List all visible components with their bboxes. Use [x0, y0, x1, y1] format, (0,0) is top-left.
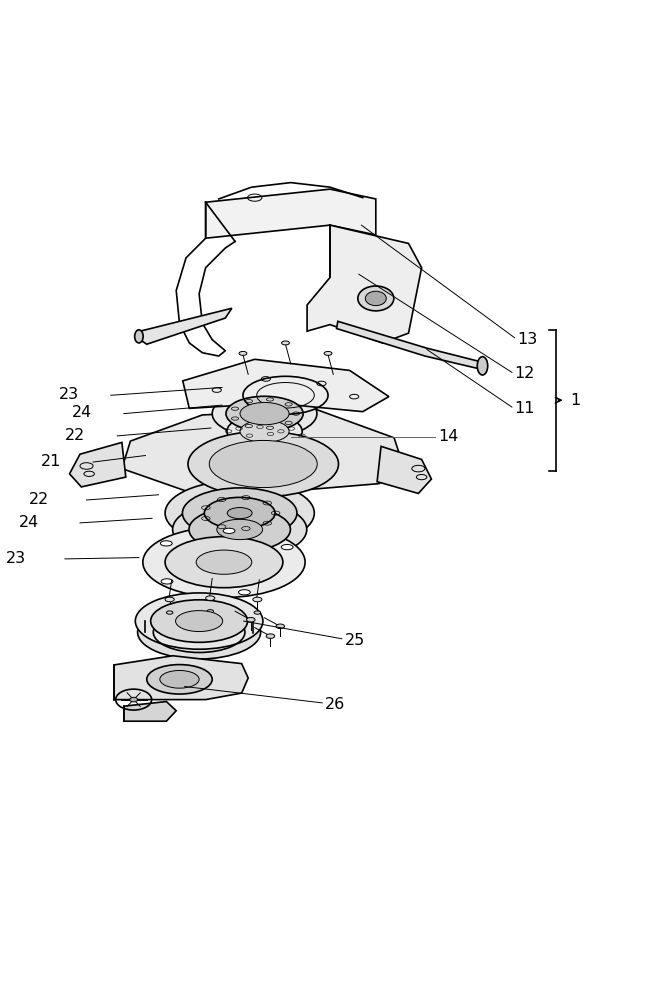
- Ellipse shape: [282, 341, 290, 345]
- Text: 1: 1: [570, 393, 580, 408]
- Ellipse shape: [266, 634, 275, 638]
- Ellipse shape: [366, 291, 386, 306]
- Ellipse shape: [227, 508, 252, 519]
- Ellipse shape: [166, 611, 173, 614]
- Ellipse shape: [226, 396, 303, 431]
- Ellipse shape: [239, 351, 247, 355]
- Ellipse shape: [165, 480, 314, 546]
- Text: 11: 11: [515, 401, 535, 416]
- Ellipse shape: [238, 590, 250, 595]
- Ellipse shape: [254, 611, 261, 614]
- Ellipse shape: [253, 597, 262, 602]
- Ellipse shape: [147, 665, 213, 694]
- Ellipse shape: [161, 579, 173, 584]
- Ellipse shape: [206, 596, 214, 600]
- Text: 14: 14: [438, 429, 458, 444]
- Ellipse shape: [213, 390, 317, 437]
- Text: 24: 24: [19, 515, 40, 530]
- Text: 26: 26: [325, 697, 345, 712]
- Polygon shape: [377, 446, 432, 493]
- Text: 25: 25: [345, 633, 364, 648]
- Ellipse shape: [182, 488, 297, 538]
- Ellipse shape: [276, 624, 284, 629]
- Ellipse shape: [150, 600, 248, 642]
- Polygon shape: [183, 359, 389, 412]
- Text: 22: 22: [65, 428, 85, 443]
- Text: 23: 23: [58, 387, 79, 402]
- Ellipse shape: [477, 357, 488, 375]
- Ellipse shape: [173, 500, 307, 559]
- Ellipse shape: [223, 528, 235, 533]
- Text: 13: 13: [517, 332, 537, 347]
- Ellipse shape: [160, 670, 199, 688]
- Ellipse shape: [165, 597, 174, 602]
- Ellipse shape: [227, 414, 302, 448]
- Ellipse shape: [160, 541, 172, 546]
- Ellipse shape: [240, 420, 289, 442]
- Polygon shape: [337, 321, 484, 369]
- Ellipse shape: [207, 610, 213, 613]
- Ellipse shape: [281, 544, 293, 550]
- Ellipse shape: [137, 605, 261, 659]
- Text: 24: 24: [71, 405, 92, 420]
- Text: 22: 22: [29, 492, 50, 507]
- Ellipse shape: [135, 593, 263, 649]
- Polygon shape: [206, 189, 376, 238]
- Polygon shape: [124, 702, 176, 721]
- Ellipse shape: [130, 697, 137, 702]
- Polygon shape: [122, 410, 402, 492]
- Ellipse shape: [205, 497, 275, 529]
- Ellipse shape: [143, 527, 305, 598]
- Ellipse shape: [247, 617, 255, 622]
- Polygon shape: [307, 225, 422, 343]
- Polygon shape: [137, 308, 232, 344]
- Ellipse shape: [240, 402, 289, 425]
- Polygon shape: [69, 442, 126, 487]
- Text: 21: 21: [41, 454, 61, 469]
- Ellipse shape: [189, 507, 290, 552]
- Ellipse shape: [358, 286, 394, 311]
- Text: 23: 23: [6, 551, 26, 566]
- Ellipse shape: [188, 431, 339, 497]
- Ellipse shape: [216, 519, 263, 540]
- Ellipse shape: [209, 440, 317, 488]
- Ellipse shape: [196, 550, 252, 574]
- Ellipse shape: [324, 351, 332, 355]
- Ellipse shape: [176, 611, 222, 632]
- Ellipse shape: [135, 330, 143, 343]
- Polygon shape: [114, 656, 248, 700]
- Ellipse shape: [165, 537, 283, 588]
- Text: 12: 12: [515, 366, 535, 381]
